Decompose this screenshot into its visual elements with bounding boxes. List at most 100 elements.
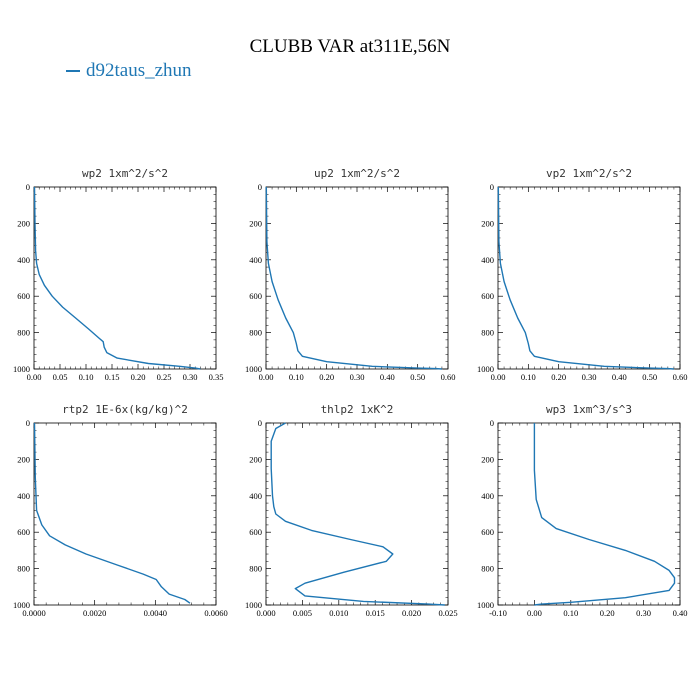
x-tick-label: 0.10 xyxy=(563,608,578,618)
series-line xyxy=(33,422,191,604)
y-tick-label: 800 xyxy=(249,328,262,338)
x-tick-label: 0.00 xyxy=(259,372,274,382)
x-tick-label: 0.50 xyxy=(642,372,657,382)
y-tick-label: 200 xyxy=(481,454,494,464)
legend-label: d92taus_zhun xyxy=(86,60,192,81)
y-tick-label: 1000 xyxy=(13,364,30,374)
x-tick-label: 0.40 xyxy=(380,372,395,382)
panel-title: thlp2 1xK^2 xyxy=(321,403,394,416)
y-tick-label: 0 xyxy=(490,418,494,428)
plot-frame xyxy=(33,422,217,606)
y-tick-label: 400 xyxy=(481,491,494,501)
y-tick-label: 600 xyxy=(17,291,30,301)
x-tick-label: 0.010 xyxy=(329,608,348,618)
y-tick-label: 600 xyxy=(481,291,494,301)
x-tick-label: 0.10 xyxy=(521,372,536,382)
x-tick-label: 0.10 xyxy=(79,372,94,382)
plot-frame xyxy=(265,422,449,606)
panel-title: wp2 1xm^2/s^2 xyxy=(82,167,168,180)
x-tick-label: 0.0060 xyxy=(204,608,227,618)
y-tick-label: 0 xyxy=(258,418,262,428)
y-tick-label: 400 xyxy=(249,491,262,501)
y-tick-label: 600 xyxy=(249,291,262,301)
y-tick-label: 800 xyxy=(481,328,494,338)
x-tick-label: 0.10 xyxy=(289,372,304,382)
y-tick-label: 0 xyxy=(26,182,30,192)
panel-1: wp2 1xm^2/s^2 0.00 0.05 0.10 0.15 0.20 0.25 0.3… xyxy=(13,167,223,382)
y-tick-label: 0 xyxy=(490,182,494,192)
y-tick-label: 800 xyxy=(17,564,30,574)
x-tick-label: 0.025 xyxy=(438,608,457,618)
panel-2: up2 1xm^2/s^2 0.00 0.10 0.20 0.30 0.40 0.50 0.6… xyxy=(245,167,455,382)
x-tick-label: 0.35 xyxy=(209,372,224,382)
x-tick-label: 0.0000 xyxy=(22,608,45,618)
x-tick-label: 0.50 xyxy=(410,372,425,382)
x-tick-label: 0.40 xyxy=(673,608,688,618)
x-tick-label: 0.30 xyxy=(183,372,198,382)
series-line xyxy=(497,186,674,370)
x-tick-label: 0.015 xyxy=(366,608,385,618)
y-tick-label: 200 xyxy=(249,218,262,228)
panel-6: wp3 1xm^3/s^3 -0.10 0.00 0.10 0.20 0.30 0.40 0 2… xyxy=(477,403,687,618)
y-tick-label: 0 xyxy=(26,418,30,428)
legend: d92taus_zhun xyxy=(66,60,192,82)
x-tick-label: 0.0020 xyxy=(83,608,106,618)
x-tick-label: 0.60 xyxy=(441,372,456,382)
x-tick-label: 0.60 xyxy=(673,372,688,382)
y-tick-label: 600 xyxy=(481,527,494,537)
panel-title: wp3 1xm^3/s^3 xyxy=(546,403,632,416)
series-line xyxy=(265,186,442,370)
x-tick-label: 0.30 xyxy=(582,372,597,382)
y-tick-label: 1000 xyxy=(13,600,30,610)
x-tick-label: 0.0040 xyxy=(144,608,167,618)
series-line xyxy=(33,186,201,370)
panel-title: up2 1xm^2/s^2 xyxy=(314,167,400,180)
y-tick-label: 0 xyxy=(258,182,262,192)
y-tick-label: 1000 xyxy=(477,600,494,610)
plot-frame xyxy=(265,186,449,370)
x-tick-label: 0.05 xyxy=(53,372,68,382)
y-tick-label: 1000 xyxy=(477,364,494,374)
y-tick-label: 400 xyxy=(17,491,30,501)
x-tick-label: 0.00 xyxy=(527,608,542,618)
chart-title: CLUBB VAR at311E,56N xyxy=(249,36,451,57)
x-tick-label: 0.20 xyxy=(600,608,615,618)
y-tick-label: 800 xyxy=(481,564,494,574)
y-tick-label: 1000 xyxy=(245,600,262,610)
y-tick-label: 600 xyxy=(249,527,262,537)
x-tick-label: 0.30 xyxy=(636,608,651,618)
y-tick-label: 400 xyxy=(481,255,494,265)
panel-4: rtp2 1E-6x(kg/kg)^2 0.0000 0.0020 0.0040 0.0… xyxy=(13,403,228,618)
y-tick-label: 200 xyxy=(481,218,494,228)
legend-swatch xyxy=(66,70,80,72)
x-tick-label: 0.20 xyxy=(131,372,146,382)
panel-title: vp2 1xm^2/s^2 xyxy=(546,167,632,180)
panel-3: vp2 1xm^2/s^2 0.00 0.10 0.20 0.30 0.40 0.50 0.6… xyxy=(477,167,687,382)
x-tick-label: 0.005 xyxy=(293,608,312,618)
panel-title: rtp2 1E-6x(kg/kg)^2 xyxy=(62,403,188,416)
x-tick-label: 0.00 xyxy=(27,372,42,382)
x-tick-label: 0.25 xyxy=(157,372,172,382)
x-tick-label: 0.30 xyxy=(350,372,365,382)
x-tick-label: 0.40 xyxy=(612,372,627,382)
y-tick-label: 1000 xyxy=(245,364,262,374)
y-tick-label: 200 xyxy=(249,454,262,464)
plot-frame xyxy=(497,186,681,370)
x-tick-label: 0.20 xyxy=(551,372,566,382)
y-tick-label: 200 xyxy=(17,218,30,228)
x-tick-label: 0.00 xyxy=(491,372,506,382)
y-tick-label: 800 xyxy=(17,328,30,338)
x-tick-label: 0.000 xyxy=(256,608,275,618)
y-tick-label: 800 xyxy=(249,564,262,574)
x-tick-label: 0.15 xyxy=(105,372,120,382)
y-tick-label: 200 xyxy=(17,454,30,464)
y-tick-label: 600 xyxy=(17,527,30,537)
x-tick-label: -0.10 xyxy=(489,608,507,618)
y-tick-label: 400 xyxy=(249,255,262,265)
panel-5: thlp2 1xK^2 0.000 0.005 0.010 0.015 0.020 0.02… xyxy=(245,403,458,618)
plot-frame xyxy=(497,422,681,606)
series-line xyxy=(270,422,445,606)
y-tick-label: 400 xyxy=(17,255,30,265)
x-tick-label: 0.020 xyxy=(402,608,421,618)
